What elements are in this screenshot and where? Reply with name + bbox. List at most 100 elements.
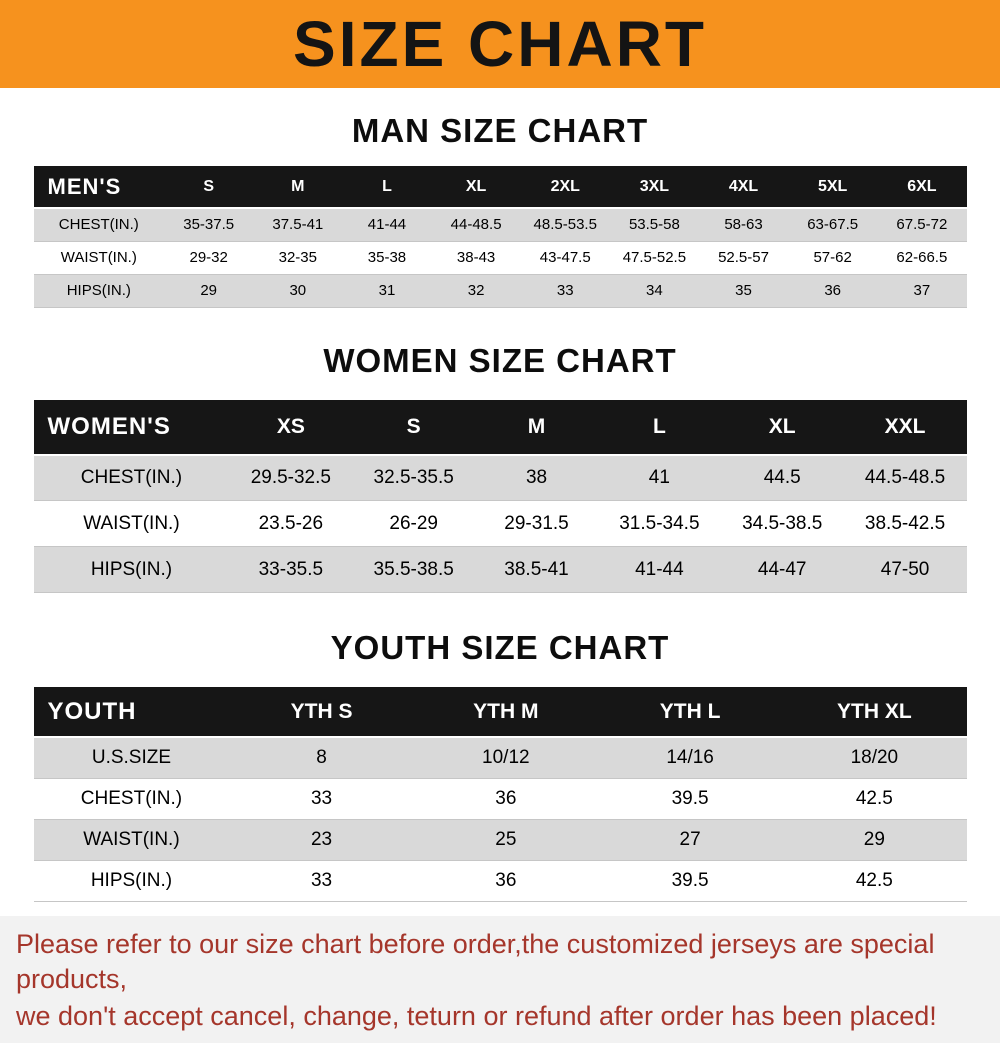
table-cell: 41-44 bbox=[598, 547, 721, 593]
table-cell: 10/12 bbox=[414, 737, 598, 778]
table-cell: 29-32 bbox=[164, 241, 253, 274]
table-title-cell: YOUTH bbox=[34, 687, 230, 737]
table-cell: 35-37.5 bbox=[164, 208, 253, 241]
table-cell: 23.5-26 bbox=[229, 501, 352, 547]
column-header: M bbox=[475, 400, 598, 455]
column-header: XS bbox=[229, 400, 352, 455]
table-cell: 41-44 bbox=[342, 208, 431, 241]
table-cell: 32.5-35.5 bbox=[352, 455, 475, 501]
table-cell: 27 bbox=[598, 819, 782, 860]
table-cell: 35-38 bbox=[342, 241, 431, 274]
table-cell: 62-66.5 bbox=[877, 241, 966, 274]
table-cell: 36 bbox=[414, 860, 598, 901]
table-cell: 38.5-41 bbox=[475, 547, 598, 593]
table-cell: 29 bbox=[164, 274, 253, 307]
column-header: 3XL bbox=[610, 166, 699, 208]
table-cell: 42.5 bbox=[782, 778, 966, 819]
column-header: 6XL bbox=[877, 166, 966, 208]
column-header: S bbox=[164, 166, 253, 208]
table-cell: 41 bbox=[598, 455, 721, 501]
table-cell: 35.5-38.5 bbox=[352, 547, 475, 593]
table-title-cell: WOMEN'S bbox=[34, 400, 230, 455]
row-label: HIPS(IN.) bbox=[34, 274, 165, 307]
table-cell: 44-48.5 bbox=[432, 208, 521, 241]
table-cell: 58-63 bbox=[699, 208, 788, 241]
table-cell: 38 bbox=[475, 455, 598, 501]
column-header: 5XL bbox=[788, 166, 877, 208]
column-header: L bbox=[598, 400, 721, 455]
disclaimer-line-1: Please refer to our size chart before or… bbox=[16, 927, 984, 998]
table-cell: 32 bbox=[432, 274, 521, 307]
banner-title: SIZE CHART bbox=[293, 7, 707, 81]
column-header: XL bbox=[721, 400, 844, 455]
table-cell: 14/16 bbox=[598, 737, 782, 778]
table-cell: 33-35.5 bbox=[229, 547, 352, 593]
table-cell: 36 bbox=[788, 274, 877, 307]
row-label: WAIST(IN.) bbox=[34, 819, 230, 860]
table-cell: 63-67.5 bbox=[788, 208, 877, 241]
row-label: WAIST(IN.) bbox=[34, 501, 230, 547]
row-label: HIPS(IN.) bbox=[34, 547, 230, 593]
table-cell: 36 bbox=[414, 778, 598, 819]
table-cell: 26-29 bbox=[352, 501, 475, 547]
table-cell: 29 bbox=[782, 819, 966, 860]
table-title-cell: MEN'S bbox=[34, 166, 165, 208]
column-header: XL bbox=[432, 166, 521, 208]
table-cell: 32-35 bbox=[253, 241, 342, 274]
column-header: YTH L bbox=[598, 687, 782, 737]
column-header: 2XL bbox=[521, 166, 610, 208]
table-cell: 18/20 bbox=[782, 737, 966, 778]
table-cell: 8 bbox=[229, 737, 413, 778]
table-cell: 44-47 bbox=[721, 547, 844, 593]
row-label: U.S.SIZE bbox=[34, 737, 230, 778]
table-cell: 44.5 bbox=[721, 455, 844, 501]
row-label: WAIST(IN.) bbox=[34, 241, 165, 274]
column-header: YTH M bbox=[414, 687, 598, 737]
table-cell: 39.5 bbox=[598, 860, 782, 901]
table-cell: 29-31.5 bbox=[475, 501, 598, 547]
column-header: L bbox=[342, 166, 431, 208]
table-cell: 57-62 bbox=[788, 241, 877, 274]
row-label: CHEST(IN.) bbox=[34, 455, 230, 501]
table-cell: 30 bbox=[253, 274, 342, 307]
row-label: HIPS(IN.) bbox=[34, 860, 230, 901]
table-cell: 38-43 bbox=[432, 241, 521, 274]
table-cell: 33 bbox=[229, 778, 413, 819]
table-cell: 38.5-42.5 bbox=[844, 501, 967, 547]
table-cell: 39.5 bbox=[598, 778, 782, 819]
table-cell: 48.5-53.5 bbox=[521, 208, 610, 241]
row-label: CHEST(IN.) bbox=[34, 208, 165, 241]
table-cell: 23 bbox=[229, 819, 413, 860]
table-cell: 43-47.5 bbox=[521, 241, 610, 274]
table-cell: 25 bbox=[414, 819, 598, 860]
table-cell: 37.5-41 bbox=[253, 208, 342, 241]
column-header: XXL bbox=[844, 400, 967, 455]
table-cell: 33 bbox=[229, 860, 413, 901]
table-cell: 47.5-52.5 bbox=[610, 241, 699, 274]
table-cell: 37 bbox=[877, 274, 966, 307]
banner: SIZE CHART bbox=[0, 0, 1000, 88]
table-cell: 34 bbox=[610, 274, 699, 307]
man-size-chart-heading: MAN SIZE CHART bbox=[0, 112, 1000, 150]
disclaimer: Please refer to our size chart before or… bbox=[0, 916, 1000, 1043]
youth-size-chart-heading: YOUTH SIZE CHART bbox=[0, 629, 1000, 667]
table-cell: 31.5-34.5 bbox=[598, 501, 721, 547]
row-label: CHEST(IN.) bbox=[34, 778, 230, 819]
